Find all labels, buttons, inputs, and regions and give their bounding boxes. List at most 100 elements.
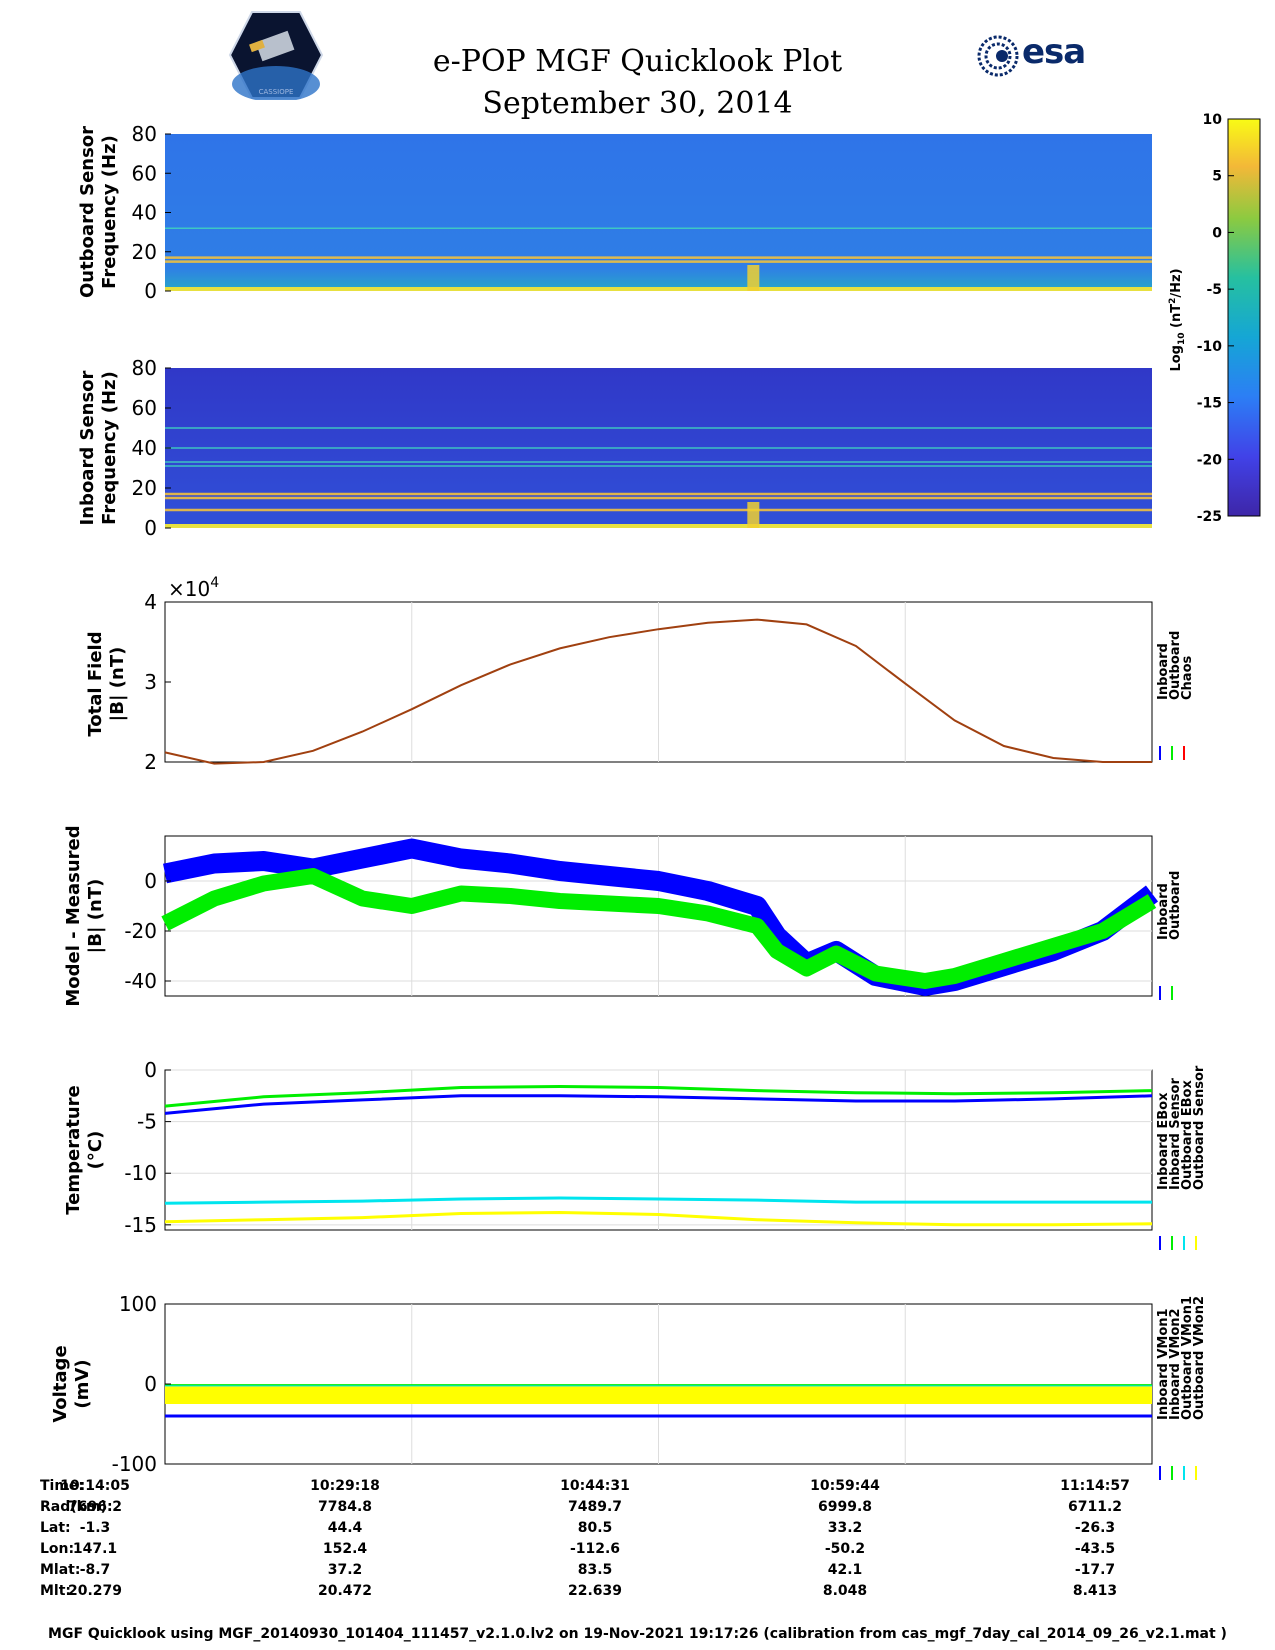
plot-date: September 30, 2014 [482,86,793,121]
inboard-burst [747,502,760,528]
outboard-burst [747,265,760,291]
ephem-value: 33.2 [827,1520,863,1536]
temperature-series-line [164,1210,1153,1227]
ephem-value: 37.2 [327,1562,363,1578]
inboard-ylabel-2: Frequency (Hz) [99,371,120,525]
inboard-spectrogram-panel: 80 60 40 20 0 Inboard Sensor Frequency (Hz) [77,356,1152,540]
voltage-legend-label: Inboard VMon1 [1156,1308,1171,1420]
colorbar-tick-label: 5 [1212,169,1222,185]
ephem-value: 20.472 [317,1583,373,1599]
ephem-value: -1.3 [79,1520,111,1536]
footer-caption: MGF Quicklook using MGF_20140930_101404_… [48,1626,1227,1642]
inboard-tick-label: 80 [132,356,157,380]
colorbar-tick-label: -15 [1197,396,1222,412]
total-field-panel: 4 3 2 ×104 Total Field |B| (nT) InboardOut… [85,575,1195,774]
ephem-value: 83.5 [577,1562,613,1578]
total-field-line [164,618,1152,765]
outboard-ylabel-1: Outboard Sensor [77,126,98,298]
temperature-legend-label: Inboard EBox [1156,1092,1171,1190]
colorbar-gradient [1227,118,1261,517]
total-field-tick-label: 2 [144,750,157,774]
ephem-value: 8.048 [822,1583,868,1599]
ephem-value: 147.1 [72,1541,118,1557]
model-measured-ylabel-1: Model - Measured [63,825,84,1006]
ephem-value: 10:44:31 [560,1478,630,1494]
ephem-value: -8.7 [79,1562,111,1578]
outboard-spectrogram-panel: 80 60 40 20 0 Outboard Sensor Frequency (Hz) [77,122,1152,303]
ephem-value: 7489.7 [567,1499,623,1515]
total-field-legend-label: Inboard [1156,643,1171,700]
ephem-value: 6999.8 [817,1499,873,1515]
voltage-ylabel-1: Voltage [50,1345,71,1422]
temperature-series-line [164,1084,1153,1108]
voltage-ylabel-2: (mV) [72,1359,93,1408]
total-field-legend-label: Outboard [1168,631,1183,700]
ephem-label: Rad(km): [40,1499,113,1515]
esa-logo-icon [977,35,1019,77]
voltage-panel: 100 0 -100 Voltage (mV) Inboard VMon1Inboa… [50,1292,1207,1480]
temperature-panel: 0 -5 -10 -15 Temperature (°C) Inboard EBoxI… [63,1058,1207,1250]
outboard-tick-label: 80 [132,122,157,146]
ephem-value: 6711.2 [1067,1499,1123,1515]
model-measured-panel: 0 -20 -40 Model - Measured |B| (nT) Inboar… [63,825,1183,1006]
total-field-tick-label: 4 [144,590,157,614]
voltage-outboard-vmon2-band [165,1386,1152,1404]
inboard-tick-label: 0 [144,516,157,540]
ephem-value: 10:59:44 [810,1478,880,1494]
colorbar-tick-label: -25 [1197,509,1222,525]
model-measured-ylabel-2: |B| (nT) [85,879,106,954]
ephem-value: 22.639 [567,1583,623,1599]
temperature-legend-label: Outboard EBox [1180,1080,1195,1190]
ephem-value: 42.1 [827,1562,863,1578]
ephem-label: Time: [40,1478,85,1494]
ephem-value: 10:14:05 [60,1478,130,1494]
ephem-value: 10:29:18 [310,1478,380,1494]
ephem-value: 8.413 [1072,1583,1118,1599]
ephem-value: -112.6 [569,1541,621,1557]
inboard-tick-label: 40 [132,436,157,460]
colorbar-tick-label: 10 [1203,112,1223,128]
esa-logo-text: esa [1022,32,1086,72]
temperature-tick-label: -5 [137,1110,157,1134]
ephem-value: 20.279 [67,1583,123,1599]
outboard-spectrogram-image [165,134,1152,291]
model-measured-tick-label: -20 [124,919,157,943]
ephem-value: 80.5 [577,1520,613,1536]
outboard-tick-label: 60 [132,161,157,185]
voltage-tick-label: 0 [144,1372,157,1396]
voltage-tick-label: -100 [112,1452,157,1476]
voltage-tick-label: 100 [119,1292,157,1316]
temperature-legend-label: Outboard Sensor [1192,1065,1207,1190]
voltage-legend-label: Inboard VMon2 [1168,1308,1183,1420]
cassiope-logo-text: CASSIOPE [259,88,294,96]
ephem-value: -26.3 [1074,1520,1116,1536]
voltage-legend-label: Outboard VMon2 [1192,1296,1207,1420]
ephem-value: -43.5 [1074,1541,1116,1557]
temperature-tick-label: -10 [124,1161,157,1185]
model-measured-tick-label: -40 [124,969,157,993]
colorbar-tick-label: -10 [1197,339,1223,355]
model-measured-legend-label: Outboard [1168,871,1183,940]
ephemeris-table: Time: Rad(km): Lat: Lon: Mlat: Mlt: 10:1… [0,1478,1275,1602]
ephem-value: -17.7 [1074,1562,1116,1578]
model-measured-outboard-trace [161,868,1157,989]
ephem-value: 7784.8 [317,1499,373,1515]
plot-title: e-POP MGF Quicklook Plot [432,44,843,79]
ephem-value: 152.4 [322,1541,368,1557]
outboard-tick-label: 40 [132,201,157,225]
temperature-series-line [164,1196,1152,1205]
voltage-legend-label: Outboard VMon1 [1180,1296,1195,1420]
inboard-tick-label: 20 [132,476,157,500]
temperature-tick-label: -15 [124,1213,157,1237]
temperature-tick-label: 0 [144,1058,157,1082]
colorbar-tick-label: -5 [1206,282,1222,298]
outboard-tick-label: 0 [144,279,157,303]
cassiope-mission-logo: CASSIOPE [228,11,324,100]
outboard-tick-label: 20 [132,240,157,264]
ephem-label: Mlat: [40,1562,81,1578]
outboard-ylabel-2: Frequency (Hz) [99,135,120,289]
colorbar-tick-label: -20 [1197,452,1223,468]
temperature-series-line [164,1094,1153,1115]
total-field-legend-label: Chaos [1180,656,1195,700]
